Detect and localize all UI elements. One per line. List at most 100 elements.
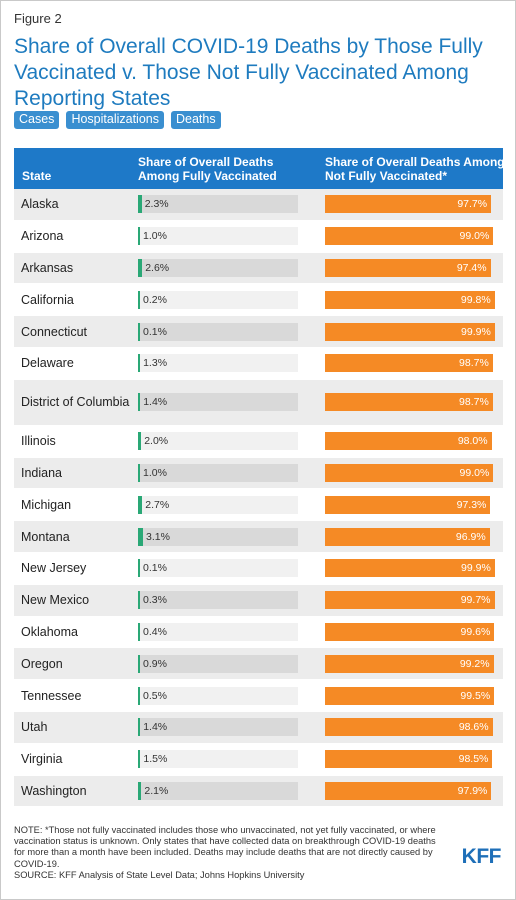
vaccinated-bar-track: 2.0% — [138, 432, 298, 451]
table-row: Tennessee 0.5% 99.5% — [14, 680, 503, 712]
vaccinated-value-label: 2.0% — [144, 435, 169, 448]
state-name: New Mexico — [21, 593, 90, 608]
vaccinated-bar-track: 0.2% — [138, 290, 298, 309]
table-row: Indiana 1.0% 99.0% — [14, 457, 503, 490]
column-header-vaccinated: Share of Overall Deaths Among Fully Vacc… — [138, 155, 277, 183]
vaccinated-bar — [138, 354, 141, 373]
table-row: District of Columbia 1.4% 98.7% — [14, 379, 503, 426]
state-name: Indiana — [21, 465, 63, 480]
vaccinated-bar — [138, 227, 140, 246]
vaccinated-bar-track: 2.1% — [138, 781, 298, 800]
not-vaccinated-value-label: 98.0% — [457, 435, 488, 448]
vaccinated-bar — [138, 718, 141, 737]
not-vaccinated-bar: 99.0% — [325, 227, 494, 246]
state-name: Tennessee — [21, 688, 82, 703]
vaccinated-bar-track: 1.4% — [138, 718, 298, 737]
not-vaccinated-value-label: 98.7% — [459, 357, 489, 370]
state-name: Oklahoma — [21, 624, 78, 639]
table-row: Virginia 1.5% 98.5% — [14, 743, 503, 776]
not-vaccinated-value-label: 98.6% — [458, 721, 489, 734]
table-row: New Jersey 0.1% 99.9% — [14, 552, 503, 585]
vaccinated-bar — [138, 258, 143, 277]
vaccinated-value-label: 1.4% — [143, 721, 168, 734]
vaccinated-value-label: 1.3% — [143, 357, 168, 370]
vaccinated-bar — [138, 781, 142, 800]
not-vaccinated-bar: 96.9% — [325, 527, 490, 546]
vaccinated-bar-track: 2.7% — [138, 495, 298, 514]
not-vaccinated-bar-track: 99.2% — [325, 654, 495, 673]
not-vaccinated-bar-track: 96.9% — [325, 527, 495, 546]
not-vaccinated-value-label: 97.7% — [457, 198, 488, 211]
not-vaccinated-value-label: 99.8% — [460, 293, 491, 306]
table-row: Arizona 1.0% 99.0% — [14, 220, 503, 253]
vaccinated-value-label: 2.1% — [144, 784, 169, 797]
vaccinated-bar — [138, 654, 140, 673]
vaccinated-bar-track: 0.9% — [138, 654, 298, 673]
state-name: Illinois — [21, 434, 56, 449]
vaccinated-bar — [138, 393, 141, 412]
not-vaccinated-bar-track: 99.0% — [325, 463, 495, 482]
column-header-not-vaccinated: Share of Overall Deaths Among Not Fully … — [325, 155, 505, 183]
table-body: Alaska 2.3% 97.7% Arizona 1.0% 99.0% Arkansas 2… — [14, 189, 503, 808]
vaccinated-bar-track: 2.3% — [138, 195, 298, 214]
table-header: State Share of Overall Deaths Among Full… — [14, 148, 505, 189]
vaccinated-value-label: 3.1% — [146, 530, 170, 543]
state-name: Utah — [21, 720, 48, 735]
not-vaccinated-bar: 97.4% — [325, 258, 491, 277]
not-vaccinated-value-label: 97.9% — [457, 784, 488, 797]
vaccinated-bar-track: 2.6% — [138, 258, 298, 277]
vaccinated-bar — [138, 432, 142, 451]
note-text: NOTE: *Those not fully vaccinated includ… — [14, 825, 436, 869]
not-vaccinated-value-label: 99.0% — [459, 230, 490, 243]
not-vaccinated-value-label: 99.0% — [459, 466, 490, 479]
source-text: SOURCE: KFF Analysis of State Level Data… — [14, 869, 305, 880]
vaccinated-value-label: 1.0% — [143, 466, 167, 479]
vaccinated-bar-track: 0.1% — [138, 322, 298, 341]
state-name: Connecticut — [21, 324, 88, 339]
vaccinated-bar — [138, 559, 140, 578]
vaccinated-value-label: 0.1% — [143, 562, 167, 575]
table-row: Illinois 2.0% 98.0% — [14, 425, 503, 458]
not-vaccinated-bar: 99.0% — [325, 463, 494, 482]
not-vaccinated-bar-track: 99.7% — [325, 591, 495, 610]
tab-cases[interactable]: Cases — [14, 111, 60, 129]
not-vaccinated-bar: 97.3% — [325, 495, 491, 514]
not-vaccinated-bar-track: 99.5% — [325, 686, 495, 705]
not-vaccinated-bar-track: 97.4% — [325, 258, 495, 277]
vaccinated-value-label: 0.1% — [143, 325, 167, 338]
not-vaccinated-bar: 99.9% — [325, 322, 495, 341]
figure-label: Figure 2 — [14, 11, 62, 26]
vaccinated-value-label: 2.6% — [145, 261, 170, 274]
vaccinated-value-label: 2.3% — [144, 198, 169, 211]
tab-hospitalizations[interactable]: Hospitalizations — [66, 111, 164, 129]
state-name: California — [21, 292, 74, 307]
vaccinated-value-label: 0.2% — [143, 293, 167, 306]
not-vaccinated-bar: 98.7% — [325, 354, 493, 373]
table-row: Utah 1.4% 98.6% — [14, 711, 503, 744]
vaccinated-value-label: 0.9% — [143, 657, 167, 670]
vaccinated-bar-track: 1.4% — [138, 393, 298, 412]
vaccinated-value-label: 2.7% — [145, 498, 170, 511]
state-name: Michigan — [21, 497, 72, 512]
vaccinated-value-label: 1.4% — [143, 396, 168, 409]
not-vaccinated-value-label: 98.7% — [459, 396, 489, 409]
not-vaccinated-bar: 98.0% — [325, 432, 492, 451]
tab-deaths[interactable]: Deaths — [170, 111, 221, 129]
data-table: State Share of Overall Deaths Among Full… — [14, 148, 505, 808]
vaccinated-value-label: 1.0% — [143, 230, 167, 243]
not-vaccinated-value-label: 99.9% — [461, 562, 491, 575]
vaccinated-bar-track: 0.3% — [138, 591, 298, 610]
vaccinated-bar-track: 1.0% — [138, 463, 298, 482]
not-vaccinated-bar: 99.5% — [325, 686, 495, 705]
kff-logo: KFF — [461, 845, 502, 868]
not-vaccinated-bar-track: 99.9% — [325, 559, 495, 578]
state-name: Virginia — [21, 752, 63, 767]
state-name: Alaska — [21, 197, 59, 212]
chart-title: Share of Overall COVID-19 Deaths by Thos… — [14, 35, 483, 110]
vaccinated-bar — [138, 290, 140, 309]
not-vaccinated-bar: 99.7% — [325, 591, 495, 610]
not-vaccinated-bar-track: 99.6% — [325, 622, 495, 641]
not-vaccinated-bar-track: 99.9% — [325, 322, 495, 341]
not-vaccinated-bar-track: 99.8% — [325, 290, 495, 309]
not-vaccinated-bar: 99.2% — [325, 654, 494, 673]
